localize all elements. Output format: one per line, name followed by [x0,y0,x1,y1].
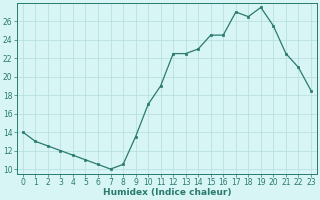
X-axis label: Humidex (Indice chaleur): Humidex (Indice chaleur) [103,188,231,197]
